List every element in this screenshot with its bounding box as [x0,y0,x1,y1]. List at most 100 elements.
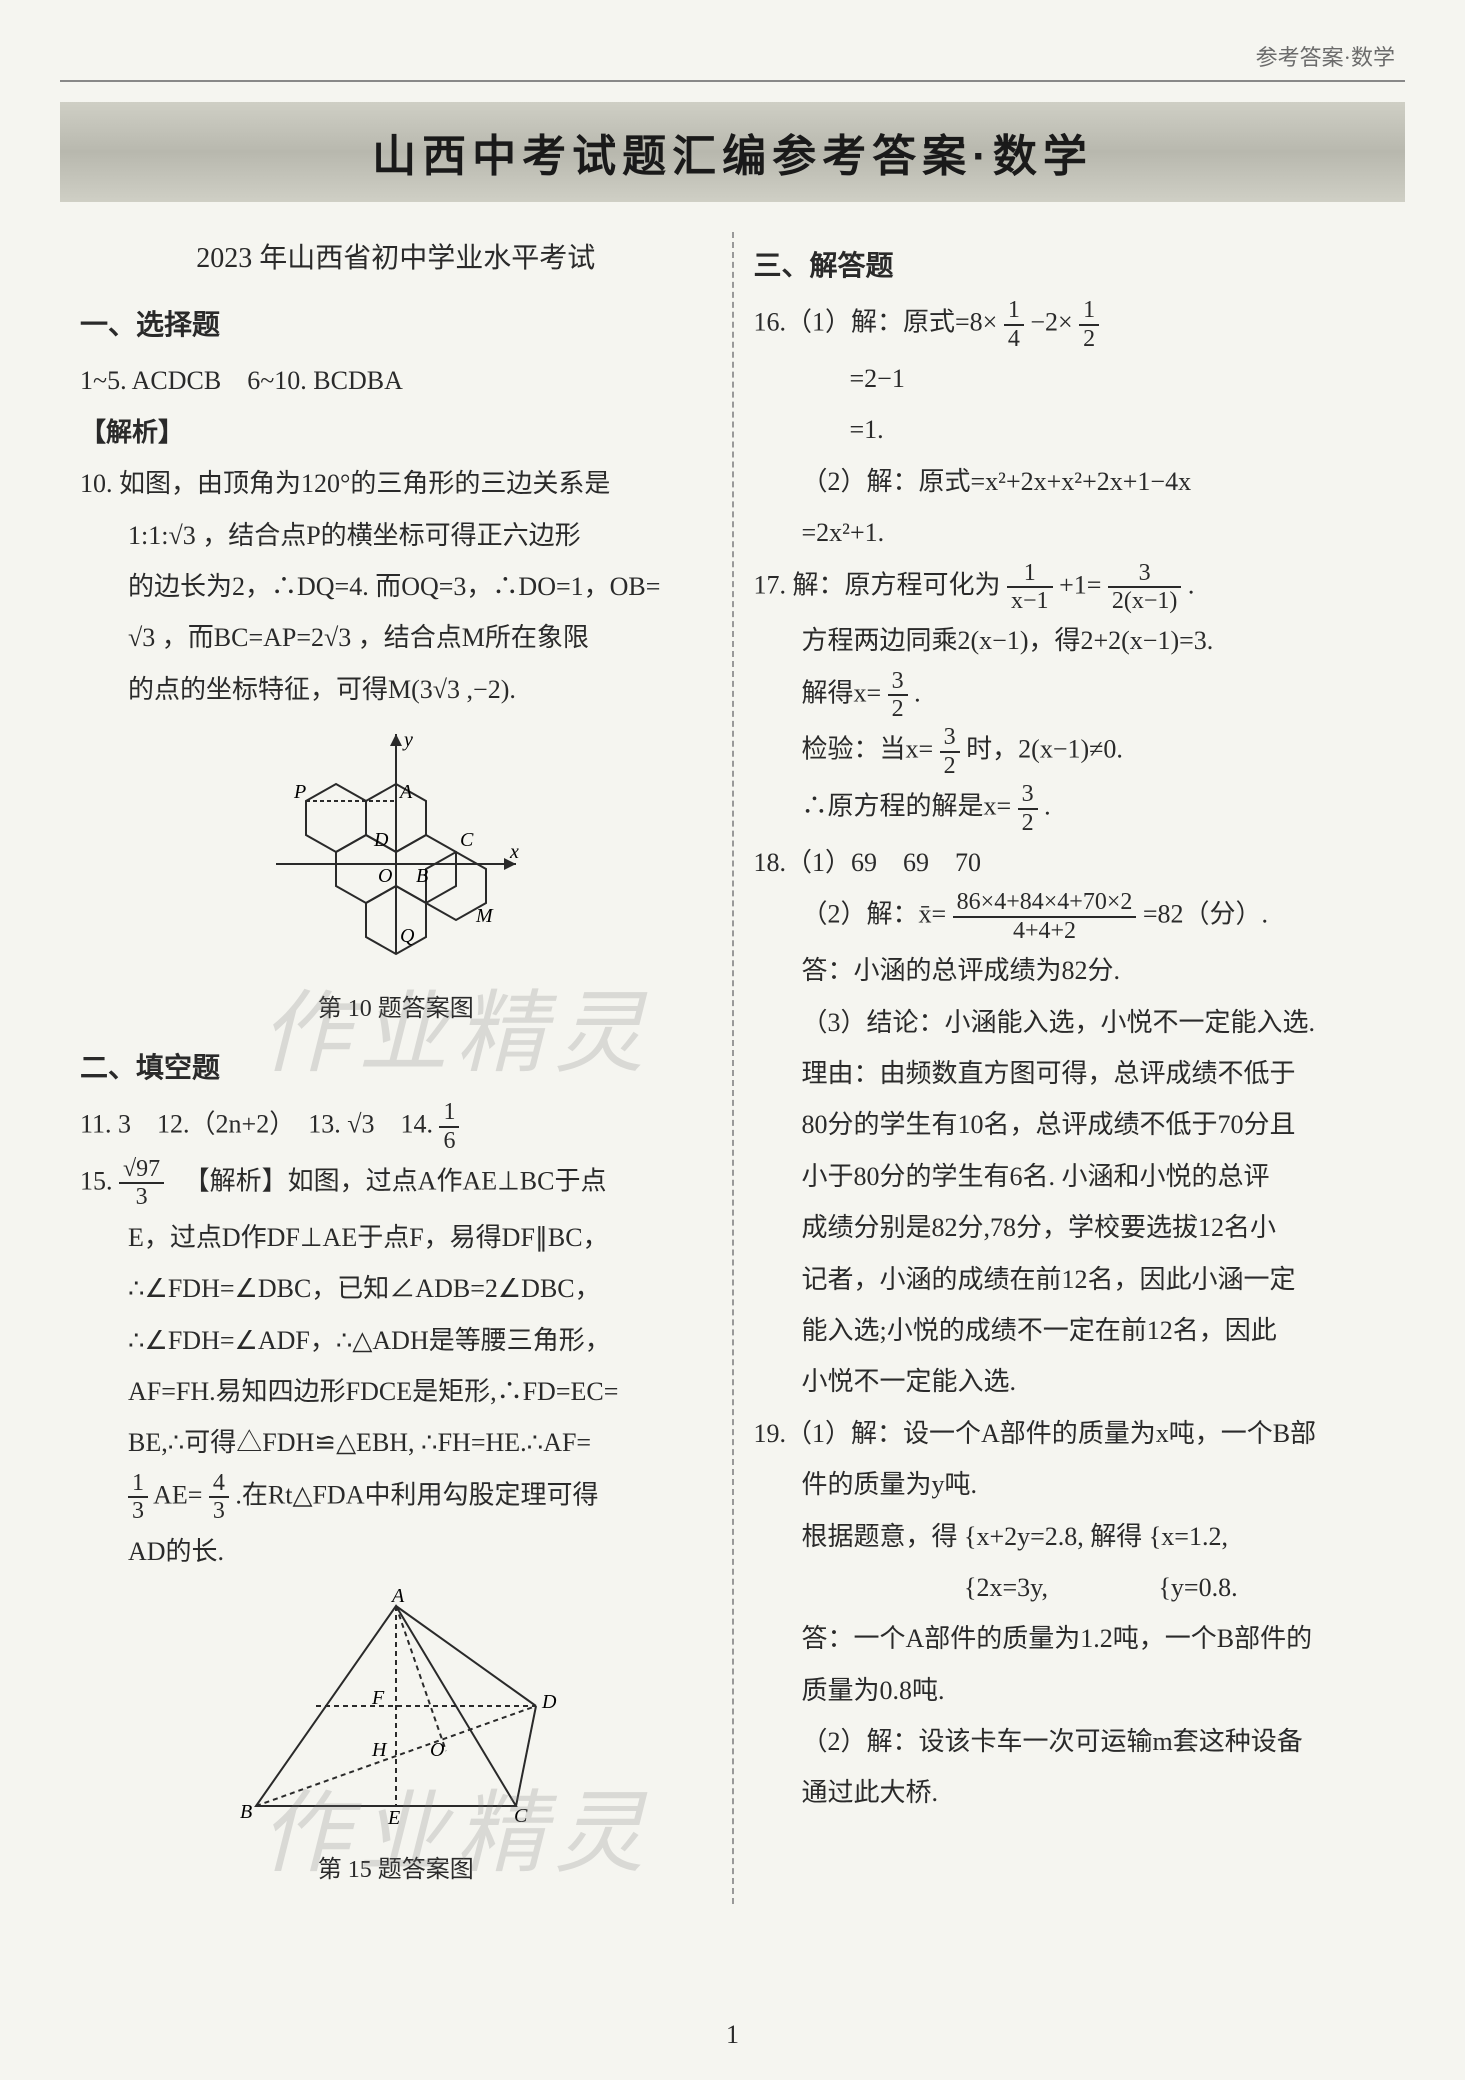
frac-14-num: 1 [439,1099,459,1127]
exam-title: 2023 年山西省初中学业水平考试 [80,232,712,285]
header-subject: 参考答案·数学 [60,40,1405,72]
q19-l1: 19.（1）解：设一个A部件的质量为x吨，一个B部 [754,1409,1386,1458]
svg-text:B: B [416,865,428,887]
q15-num: √97 [119,1156,164,1184]
svg-text:F: F [371,1687,385,1709]
analysis-label: 【解析】 [80,408,712,457]
svg-text:C: C [514,1805,528,1826]
q17-l1: 17. 解：原方程可化为 1 x−1 +1= 3 2(x−1) . [754,560,1386,615]
q18-f1: 86×4+84×4+70×2 4+4+2 [953,889,1137,944]
q18-l2b: =82（分）. [1143,900,1268,929]
svg-text:M: M [475,905,494,927]
svg-text:B: B [240,1801,252,1823]
q15-frac: √97 3 [119,1156,164,1211]
svg-text:O: O [430,1739,444,1761]
q15-l7d: .在Rt△FDA中利用勾股定理可得 [235,1480,598,1509]
fill-line: 11. 3 12.（2n+2） 13. √3 14. 1 6 [80,1099,712,1154]
q17-l1a: 17. 解：原方程可化为 [754,570,1001,599]
q15-den: 3 [119,1184,164,1210]
q18-l6: 80分的学生有10名，总评成绩不低于70分且 [754,1100,1386,1149]
svg-text:P: P [293,781,306,803]
left-column: 2023 年山西省初中学业水平考试 一、选择题 1~5. ACDCB 6~10.… [60,232,734,1904]
page-number: 1 [726,2020,739,2050]
q15-l7a-den: 3 [128,1498,148,1524]
q18-l2: （2）解：x̄= 86×4+84×4+70×2 4+4+2 =82（分）. [754,889,1386,944]
q17-f2-num: 3 [1108,560,1182,588]
q17-l3: 解得x= 3 2 . [754,668,1386,723]
q17-f3-num: 3 [888,668,908,696]
svg-text:E: E [387,1807,400,1826]
q16-f1-num: 1 [1004,297,1024,325]
q19-l6: （2）解：设该卡车一次可运输m套这种设备 [754,1717,1386,1766]
q17-l1c: . [1188,570,1195,599]
q16-f2: 1 2 [1079,297,1099,352]
fig15-caption: 第 15 题答案图 [80,1848,712,1894]
q15-l1: 【解析】如图，过点A作AE⊥BC于点 [171,1166,607,1195]
q17-l3a: 解得x= [802,678,882,707]
q15-l7-frac2: 4 3 [209,1470,229,1525]
svg-text:D: D [373,829,389,851]
fig15-wrap: A B C D E F H O [80,1586,712,1842]
svg-text:A: A [390,1586,405,1607]
q17-l4a: 检验：当x= [802,735,934,764]
frac-14: 1 6 [439,1099,459,1154]
fig10-svg: y x P A D C O B M Q [266,724,526,964]
top-divider [60,80,1405,82]
q17-l5: ∴原方程的解是x= 3 2 . [754,781,1386,836]
fig15-svg: A B C D E F H O [216,1586,576,1826]
q19-l3b: {2x=3y, {y=0.8. [754,1563,1386,1612]
q16-l3: =1. [754,405,1386,454]
q16-l1a: 16.（1）解：原式=8× [754,308,998,337]
q17-f4-num: 3 [940,724,960,752]
svg-text:x: x [509,841,519,863]
q18-f1-den: 4+4+2 [953,918,1137,944]
fig10-caption: 第 10 题答案图 [80,987,712,1033]
q17-l4: 检验：当x= 3 2 时，2(x−1)≠0. [754,724,1386,779]
q10-l3: 的边长为2，∴DQ=4. 而OQ=3，∴DO=1，OB= [80,562,712,611]
q16-l1: 16.（1）解：原式=8× 1 4 −2× 1 2 [754,297,1386,352]
q10-l4: √3 ，而BC=AP=2√3 ，结合点M所在象限 [80,613,712,662]
svg-text:Q: Q [400,925,415,947]
q16-f2-num: 1 [1079,297,1099,325]
q18-l4: （3）结论：小涵能入选，小悦不一定能入选. [754,998,1386,1047]
page-title: 山西中考试题汇编参考答案·数学 [60,102,1405,202]
q16-l5: =2x²+1. [754,508,1386,557]
q17-l5b: . [1044,792,1051,821]
q18-l1: 18.（1）69 69 70 [754,838,1386,887]
fig10-wrap: y x P A D C O B M Q [80,724,712,980]
q17-f5-num: 3 [1018,781,1038,809]
q17-l4b: 时，2(x−1)≠0. [966,735,1123,764]
svg-text:A: A [398,781,413,803]
q17-l1b: +1= [1059,570,1101,599]
q16-l1b: −2× [1030,308,1072,337]
q15-l4: ∴∠FDH=∠ADF，∴△ADH是等腰三角形， [80,1316,712,1365]
q15-l2: E，过点D作DF⊥AE于点F，易得DF∥BC， [80,1213,712,1262]
section-2-head: 二、填空题 [80,1042,712,1095]
q10-l2: 1:1:√3 ，结合点P的横坐标可得正六边形 [80,511,712,560]
q15-l5: AF=FH.易知四边形FDCE是矩形,∴FD=EC= [80,1367,712,1416]
q16-f1-den: 4 [1004,326,1024,352]
q18-f1-num: 86×4+84×4+70×2 [953,889,1137,917]
fill-l1a: 11. 3 12.（2n+2） 13. √3 14. [80,1110,439,1139]
q18-l2a: （2）解：x̄= [802,900,947,929]
q19-l2: 件的质量为y吨. [754,1460,1386,1509]
q17-f2-den: 2(x−1) [1108,588,1182,614]
q10-l1: 10. 如图，由顶角为120°的三角形的三边关系是 [80,459,712,508]
q17-f3: 3 2 [888,668,908,723]
q15-l8: AD的长. [80,1527,712,1576]
q18-l10: 能入选;小悦的成绩不一定在前12名，因此 [754,1306,1386,1355]
section-1-head: 一、选择题 [80,299,712,352]
q17-f5-den: 2 [1018,810,1038,836]
q15-l6: BE,∴可得△FDH≌△EBH, ∴FH=HE.∴AF= [80,1418,712,1467]
q17-f5: 3 2 [1018,781,1038,836]
q19-l7: 通过此大桥. [754,1768,1386,1817]
q18-l8: 成绩分别是82分,78分，学校要选拔12名小 [754,1203,1386,1252]
q15-prefix: 15. [80,1166,113,1195]
q17-l2: 方程两边同乘2(x−1)，得2+2(x−1)=3. [754,616,1386,665]
q15-l7-row: 1 3 AE= 4 3 .在Rt△FDA中利用勾股定理可得 [80,1470,712,1525]
q15-l3: ∴∠FDH=∠DBC，已知∠ADB=2∠DBC， [80,1264,712,1313]
q16-l2: =2−1 [754,354,1386,403]
q18-l7: 小于80分的学生有6名. 小涵和小悦的总评 [754,1152,1386,1201]
q15-l7c-den: 3 [209,1498,229,1524]
q16-f1: 1 4 [1004,297,1024,352]
